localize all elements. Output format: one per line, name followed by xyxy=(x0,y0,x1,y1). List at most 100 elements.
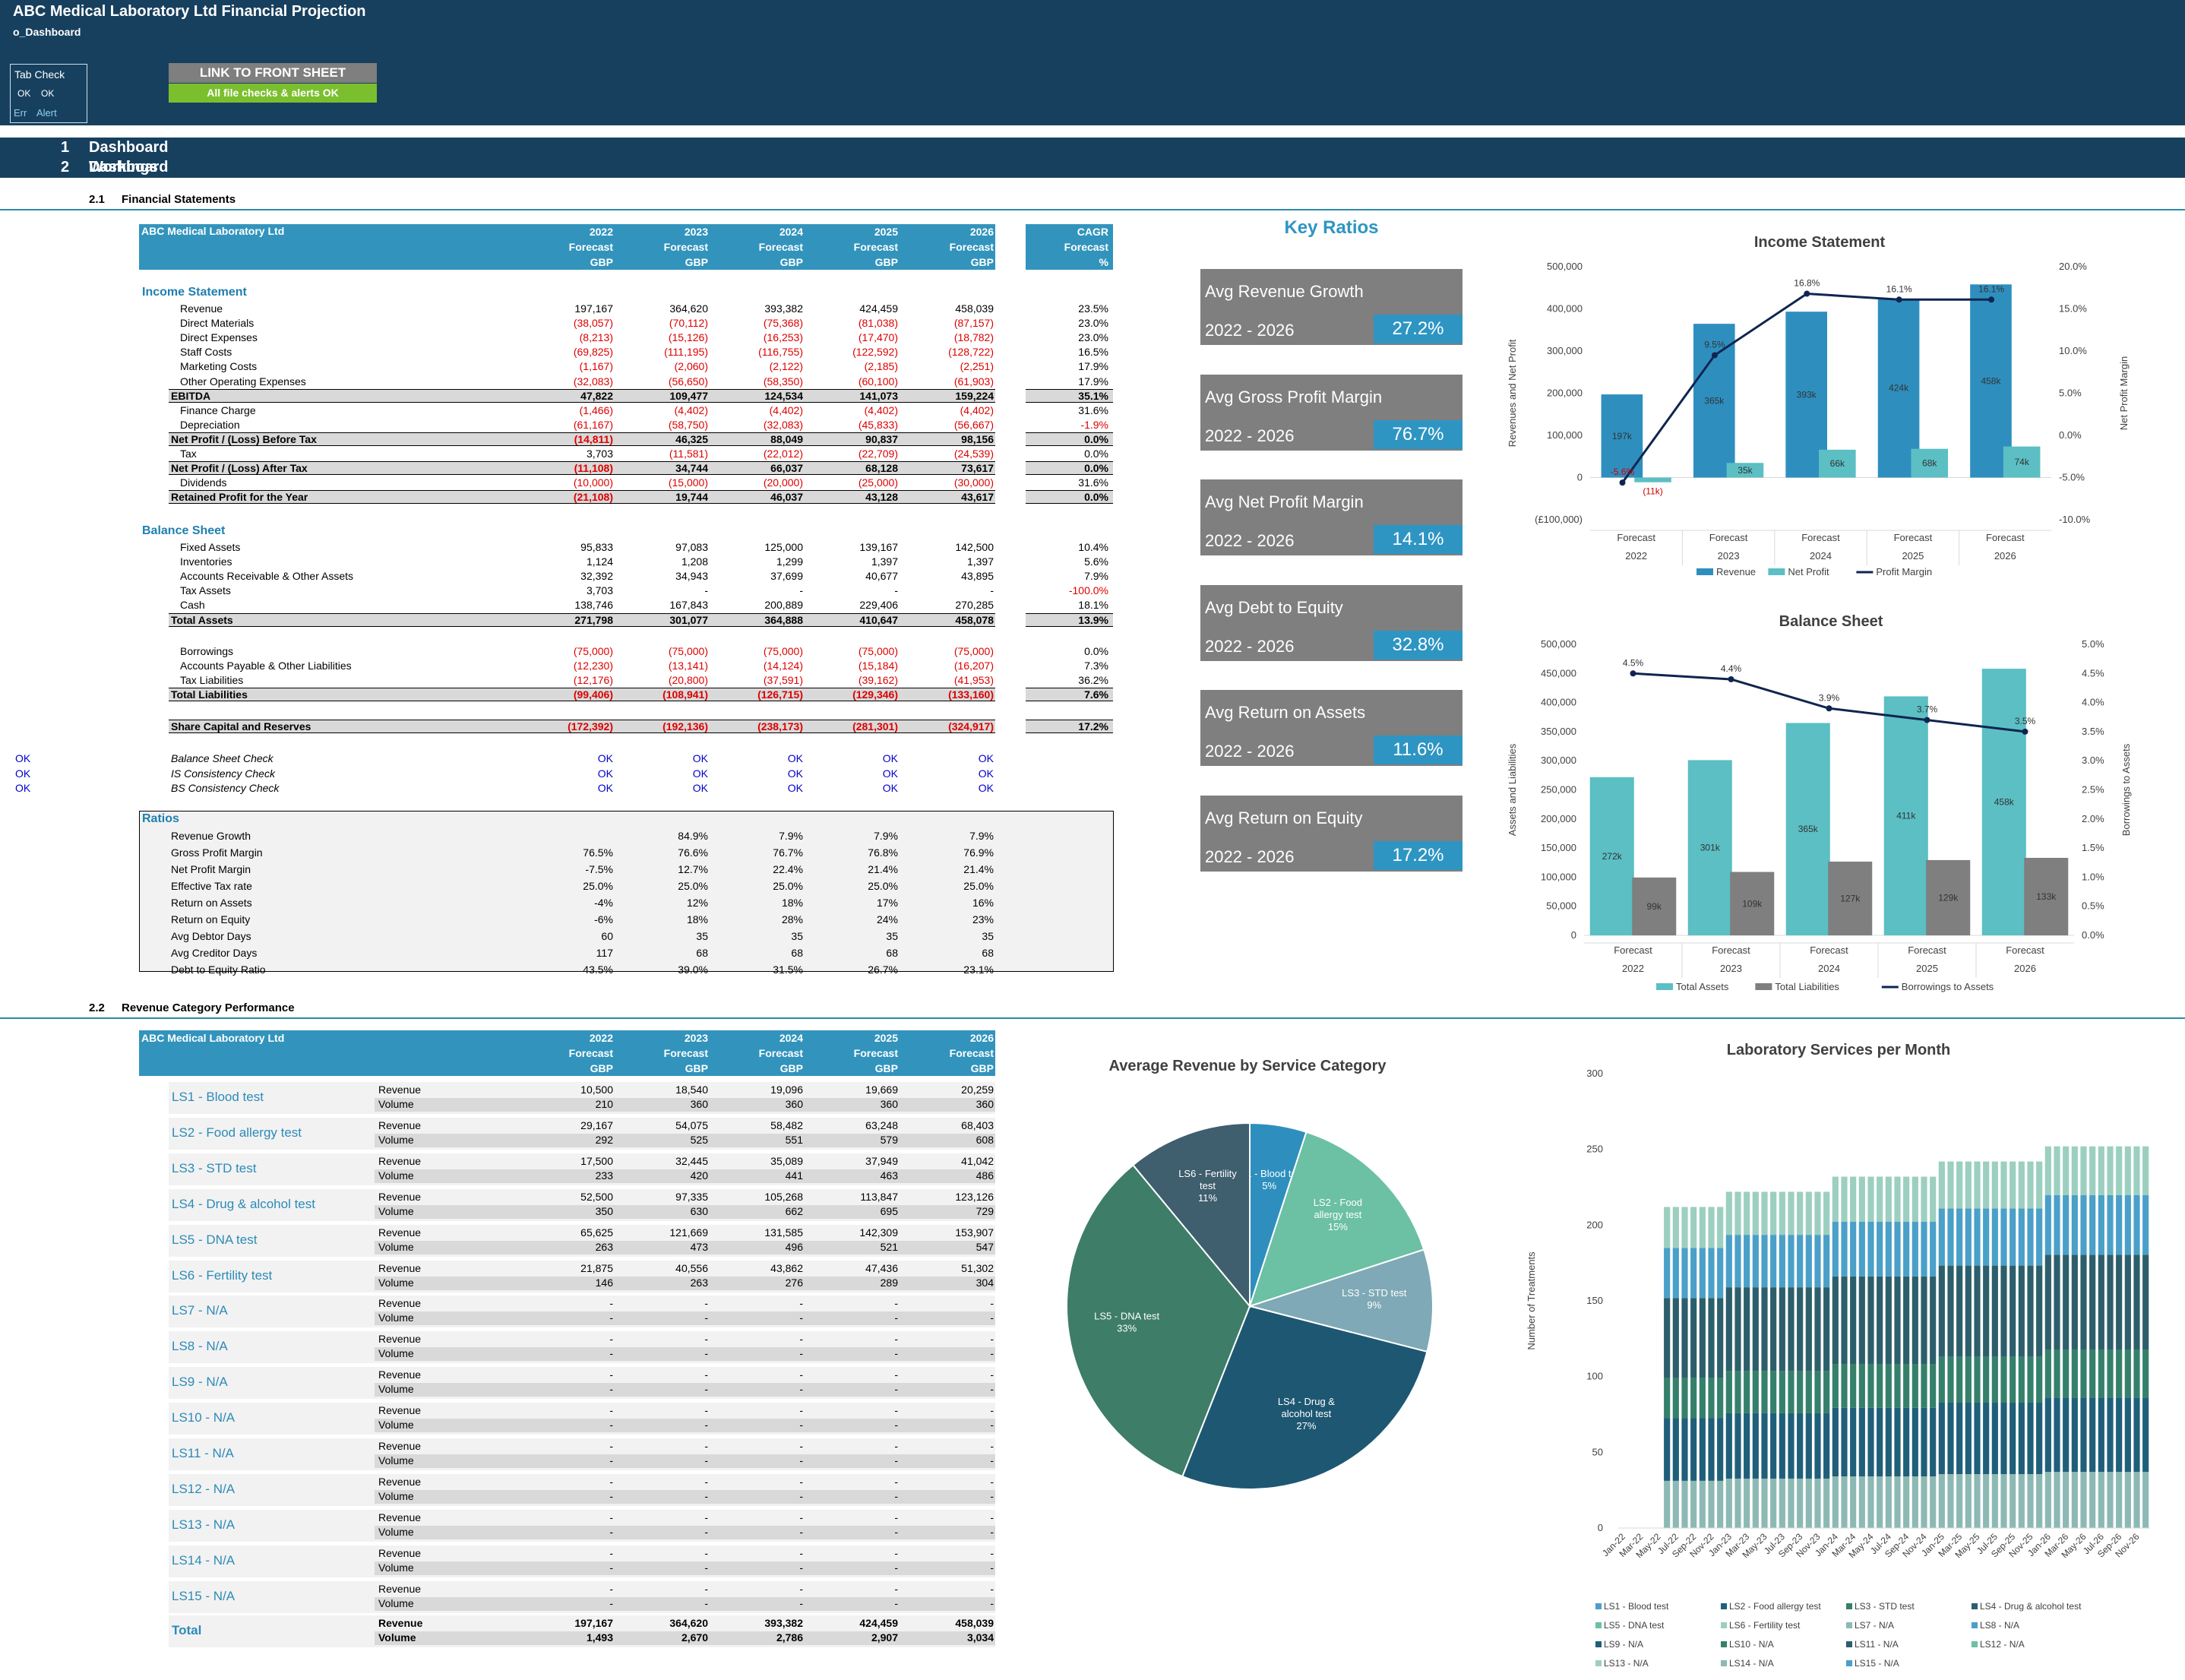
y2-tick: 0.5% xyxy=(2082,900,2104,912)
stacked-bar-segment xyxy=(1734,1371,1741,1413)
row-label: Accounts Payable & Other Liabilities xyxy=(180,660,352,672)
link-to-front-sheet-button[interactable]: LINK TO FRONT SHEET xyxy=(169,63,377,83)
category-name: LS8 - N/A xyxy=(172,1339,228,1354)
revenue-value: 153,907 xyxy=(955,1226,994,1239)
stacked-bar-segment xyxy=(1956,1265,1963,1357)
volume-value: - xyxy=(990,1383,994,1396)
volume-value: - xyxy=(894,1454,898,1466)
stacked-bar-segment xyxy=(2000,1356,2007,1403)
page-title: ABC Medical Laboratory Ltd Financial Pro… xyxy=(13,3,366,20)
bar xyxy=(1632,877,1677,935)
key-ratio-label: Avg Net Profit Margin xyxy=(1205,492,1364,511)
ratio-value: 25.0% xyxy=(678,880,708,892)
volume-value: 3,034 xyxy=(966,1631,994,1644)
ratio-label: Avg Debtor Days xyxy=(171,930,251,942)
stacked-bar-segment xyxy=(1885,1176,1892,1222)
volume-label: Volume xyxy=(378,1276,414,1289)
line-label: 4.4% xyxy=(1721,663,1742,674)
stacked-bar-segment xyxy=(1823,1235,1830,1288)
bar xyxy=(1883,696,1928,935)
stacked-bar-segment xyxy=(1832,1176,1839,1222)
ratio-label: Effective Tax rate xyxy=(171,880,252,892)
stacked-bar-segment xyxy=(1725,1191,1732,1235)
stacked-bar-segment xyxy=(1947,1474,1954,1528)
revenue-label: Revenue xyxy=(378,1261,422,1274)
slice-label: LS5 - DNA test xyxy=(1094,1311,1159,1322)
stacked-bar-segment xyxy=(1805,1413,1812,1479)
stacked-bar-segment xyxy=(2044,1472,2051,1528)
cell-value: (41,953) xyxy=(953,674,994,687)
volume-value: - xyxy=(609,1489,613,1502)
revenue-value: - xyxy=(704,1368,708,1381)
cell-value: (99,406) xyxy=(573,688,613,701)
legend-label: LS11 - N/A xyxy=(1855,1639,1899,1650)
column-header: Forecast xyxy=(758,1047,803,1059)
stacked-bar-segment xyxy=(2116,1349,2123,1398)
stacked-bar-segment xyxy=(1903,1176,1910,1222)
revenue-value: - xyxy=(609,1333,613,1346)
revenue-label: Revenue xyxy=(378,1118,422,1131)
data-label: (11k) xyxy=(1643,486,1662,497)
revenue-value: - xyxy=(609,1582,613,1595)
subsection-number: 2.2 xyxy=(89,1001,105,1014)
bar xyxy=(1970,284,2012,478)
cell-value: (14,124) xyxy=(763,660,803,672)
legend-swatch xyxy=(1721,1603,1727,1609)
stacked-bar-segment xyxy=(2063,1472,2070,1528)
column-header: 2023 xyxy=(684,1032,708,1044)
bar xyxy=(1730,872,1775,935)
cell-value: (32,083) xyxy=(763,418,803,431)
row-label: Fixed Assets xyxy=(180,541,241,553)
revenue-value: - xyxy=(990,1333,994,1346)
revenue-value: 29,167 xyxy=(580,1118,613,1131)
cagr-value: 7.6% xyxy=(1084,688,1108,701)
stacked-bar-segment xyxy=(1681,1378,1688,1419)
volume-value: - xyxy=(609,1596,613,1609)
stacked-bar-segment xyxy=(1797,1191,1804,1235)
volume-band xyxy=(375,1347,995,1362)
column-header: Forecast xyxy=(568,1047,613,1059)
stacked-bar-segment xyxy=(1841,1364,1848,1408)
revenue-value: - xyxy=(799,1440,803,1452)
key-ratio-period: 2022 - 2026 xyxy=(1205,742,1295,761)
x-tick: 2023 xyxy=(1718,550,1740,562)
stacked-bar-segment xyxy=(1832,1364,1839,1408)
volume-value: 496 xyxy=(785,1240,803,1253)
volume-value: - xyxy=(704,1419,708,1432)
row-label: Direct Expenses xyxy=(180,331,258,344)
key-ratio-period: 2022 - 2026 xyxy=(1205,321,1295,340)
cell-value: (1,466) xyxy=(579,403,613,416)
legend-label: LS4 - Drug & alcohol test xyxy=(1980,1601,2082,1612)
stacked-bar-segment xyxy=(1974,1356,1981,1403)
cell-value: 95,833 xyxy=(580,541,613,553)
volume-value: - xyxy=(609,1311,613,1324)
cell-value: (172,392) xyxy=(568,720,613,732)
stacked-bar-segment xyxy=(1867,1276,1874,1365)
y2-tick: 0.0% xyxy=(2059,429,2082,441)
y2-tick: 0.0% xyxy=(2082,929,2104,941)
stacked-bar-segment xyxy=(1752,1371,1759,1413)
company-name: ABC Medical Laboratory Ltd xyxy=(141,225,285,237)
line-label: 9.5% xyxy=(1704,340,1725,350)
stacked-bar-segment xyxy=(1805,1235,1812,1288)
stacked-bar-segment xyxy=(2044,1146,2051,1195)
volume-value: 486 xyxy=(976,1169,994,1182)
stacked-bar-segment xyxy=(1814,1235,1821,1288)
cagr-value: 16.5% xyxy=(1078,346,1108,359)
revenue-value: 97,335 xyxy=(675,1190,708,1203)
cagr-value: 7.9% xyxy=(1084,570,1108,583)
column-header: GBP xyxy=(874,1062,898,1074)
volume-value: 551 xyxy=(785,1133,803,1146)
revenue-label: Revenue xyxy=(378,1475,422,1488)
line-label: 16.8% xyxy=(1794,278,1820,289)
line-label: 3.5% xyxy=(2015,716,2036,726)
legend-swatch xyxy=(1846,1603,1852,1609)
category-name: LS2 - Food allergy test xyxy=(172,1125,302,1140)
cell-value: (69,825) xyxy=(573,346,613,359)
stacked-bar-segment xyxy=(1903,1407,1910,1477)
volume-value: - xyxy=(799,1454,803,1466)
cell-value: 167,843 xyxy=(669,599,708,612)
key-ratio-value: 76.7% xyxy=(1374,419,1462,449)
x-tick: 2025 xyxy=(1916,963,1938,974)
slice-label: LS1 - Blood test xyxy=(1234,1168,1304,1179)
